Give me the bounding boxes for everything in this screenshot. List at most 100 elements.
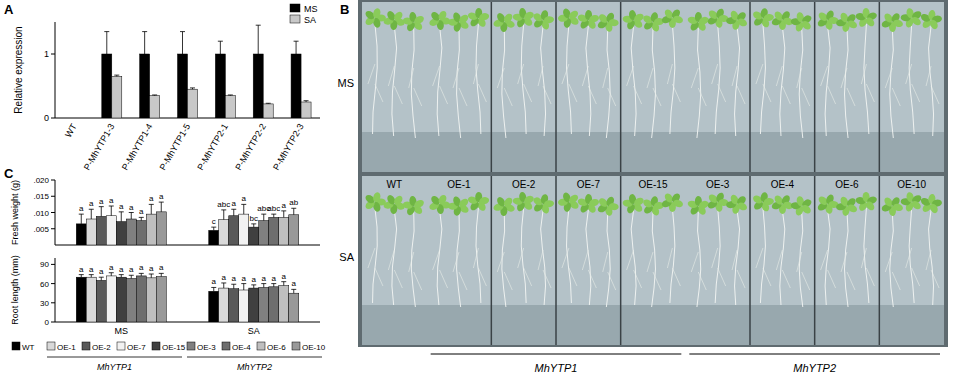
y-tick-label: 60	[40, 280, 49, 289]
error-bar	[294, 41, 299, 54]
root	[760, 24, 765, 134]
error-line	[258, 25, 259, 54]
root	[890, 212, 894, 307]
legend-swatch	[117, 342, 125, 350]
leaf	[544, 16, 554, 24]
root	[715, 208, 720, 303]
error-cap	[228, 94, 233, 95]
leaf	[864, 16, 876, 28]
bar	[301, 102, 311, 118]
x-tick-label: P-MhYTP1-3	[82, 122, 117, 172]
error-cap	[294, 41, 299, 42]
error-line	[253, 285, 254, 288]
lateral-root	[712, 64, 726, 102]
bar	[229, 289, 239, 322]
significance-letter: a	[159, 263, 164, 272]
error-bar	[139, 217, 144, 220]
significance-letter: a	[79, 265, 84, 274]
root	[586, 210, 591, 305]
bars	[76, 202, 299, 245]
leaf	[588, 14, 600, 23]
bar	[76, 224, 86, 245]
bar	[116, 222, 126, 245]
lateral-root	[906, 248, 920, 286]
leaf	[413, 14, 425, 25]
error-cap	[159, 273, 164, 274]
legend-group-line	[187, 357, 322, 358]
significance-letter: c	[212, 217, 216, 226]
error-line	[293, 289, 294, 293]
leaf	[910, 199, 922, 211]
lateral-root	[562, 64, 577, 102]
bar	[106, 276, 116, 322]
root	[780, 210, 785, 305]
error-cap	[79, 214, 84, 215]
leaf	[633, 196, 645, 207]
line-label: OE-4	[771, 179, 795, 190]
error-bar	[221, 210, 226, 220]
error-bar	[119, 275, 124, 278]
lateral-root	[732, 250, 745, 288]
lateral-root	[861, 64, 874, 102]
error-bar	[129, 275, 134, 278]
error-cap	[109, 272, 114, 273]
significance-letter: a	[119, 265, 124, 274]
y-axis	[55, 258, 56, 322]
error-cap	[256, 25, 261, 26]
significance-letter: a	[109, 263, 114, 272]
legend-swatch	[82, 342, 90, 350]
root	[606, 212, 610, 307]
x-tick-label: WT	[63, 122, 79, 140]
y-tick	[51, 180, 55, 181]
significance-letter: a	[139, 207, 144, 216]
bar	[74, 118, 84, 119]
significance-letter: a	[129, 265, 134, 274]
error-bar	[218, 41, 223, 54]
line-label: OE-6	[835, 179, 859, 190]
error-cap	[152, 94, 157, 95]
y-tick	[51, 118, 55, 119]
error-bar	[109, 273, 114, 276]
leaf	[608, 19, 619, 27]
x-tick-label: MS	[115, 326, 129, 336]
y-tick-label: 1	[44, 49, 49, 59]
error-bar	[231, 284, 236, 288]
y-tick	[51, 283, 55, 284]
bar	[253, 54, 263, 118]
significance-letter: a	[292, 279, 297, 288]
lateral-root	[538, 66, 551, 104]
error-bar	[142, 32, 147, 54]
significance-letter: a	[212, 277, 217, 286]
error-bar	[119, 212, 124, 222]
significance-letter: a	[119, 202, 124, 211]
error-cap	[251, 284, 256, 285]
error-bar	[211, 287, 216, 291]
legend-swatch	[12, 342, 20, 350]
error-cap	[281, 281, 286, 282]
bar	[291, 54, 301, 118]
error-bar	[149, 274, 154, 278]
bar	[136, 276, 146, 322]
root	[909, 24, 914, 134]
root	[392, 26, 397, 136]
bar	[112, 76, 122, 118]
error-bar	[231, 209, 236, 216]
leaf	[478, 12, 489, 21]
lateral-root	[797, 252, 810, 290]
plate-divider	[620, 176, 622, 345]
root	[437, 210, 442, 305]
lateral-root	[926, 250, 939, 288]
line-label: OE-1	[447, 179, 471, 190]
legend-label: OE-6	[267, 343, 286, 352]
leaf	[544, 200, 554, 208]
leaf	[588, 198, 600, 207]
x-tick-label: SA	[248, 326, 260, 336]
y-tick	[51, 54, 55, 55]
error-line	[141, 217, 142, 220]
leaf	[672, 15, 684, 25]
lateral-root	[433, 66, 448, 104]
root	[825, 210, 830, 305]
significance-letter: a	[99, 267, 104, 276]
root	[929, 26, 934, 136]
error-bar	[271, 284, 276, 287]
